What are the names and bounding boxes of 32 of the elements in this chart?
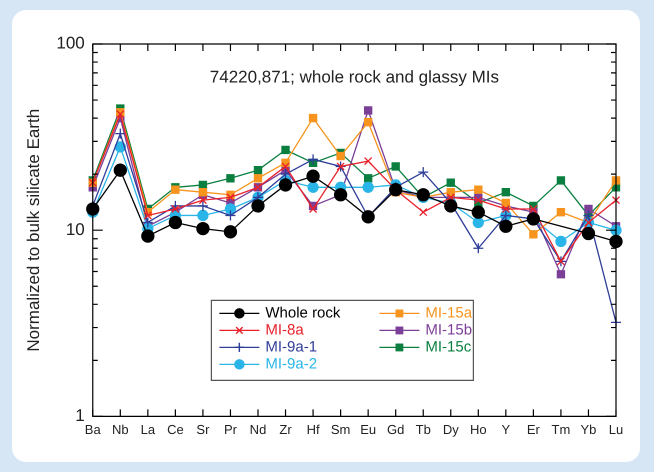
x-tick-label: Ce [167, 422, 184, 437]
legend-label: MI-15b [425, 322, 472, 339]
x-tick-label: Ho [470, 422, 487, 437]
x-tick-label: Y [502, 422, 511, 437]
x-tick-label: Sr [196, 422, 210, 437]
x-tick-label: Zr [279, 422, 292, 437]
x-tick-label: Hf [306, 422, 320, 437]
x-tick-label: Tm [552, 422, 570, 437]
x-tick-label: Er [526, 422, 541, 437]
legend-label: MI-15a [425, 304, 473, 322]
x-tick-label: Gd [387, 422, 404, 437]
x-tick-label: Eu [360, 422, 376, 437]
x-tick-label: Nb [112, 422, 129, 437]
text: 74220,871; whole rock and glassy MIs [210, 68, 499, 87]
y-axis-title: Normalized to bulk silicate Earth [24, 108, 43, 352]
y-tick-label: 10 [66, 220, 85, 239]
y-tick-label: 1 [75, 406, 85, 426]
x-tick-label: Nd [250, 422, 266, 437]
legend-label: MI-8a [265, 322, 304, 339]
legend-label: MI-9a-1 [265, 338, 318, 356]
x-tick-label: Pr [224, 422, 238, 437]
x-tick-label: Tb [416, 422, 431, 437]
legend-label: Whole rock [265, 304, 341, 322]
x-tick-label: Dy [442, 422, 460, 437]
x-tick-label: Ba [84, 422, 102, 437]
y-tick-label: 100 [56, 34, 85, 53]
legend-label: MI-9a-2 [265, 356, 318, 373]
x-tick-label: Lu [608, 422, 624, 437]
x-tick-label: Yb [580, 422, 596, 437]
legend-label: MI-15c [425, 338, 472, 356]
x-tick-label: Sm [330, 422, 350, 437]
x-tick-label: La [140, 422, 156, 437]
